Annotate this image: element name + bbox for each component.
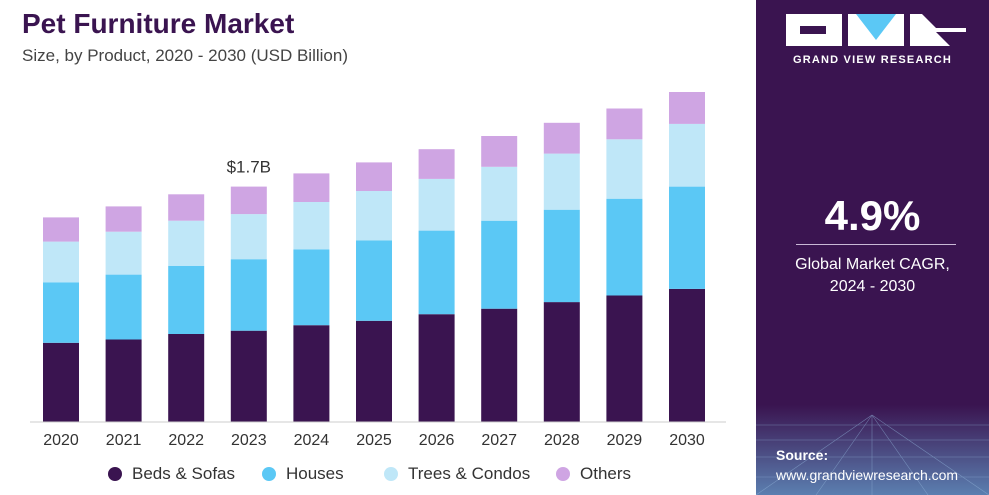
- bar-2026-trees-condos: [418, 178, 455, 231]
- bar-2021-beds-sofas: [105, 339, 142, 422]
- cagr-divider: [796, 244, 956, 245]
- bar-2021-houses: [105, 274, 142, 340]
- legend-label-others: Others: [580, 464, 632, 483]
- bar-2028-beds-sofas: [543, 302, 580, 422]
- annotation-2023: $1.7B: [227, 158, 271, 177]
- source-url: www.grandviewresearch.com: [776, 467, 959, 483]
- cagr-label: Global Market CAGR, 2024 - 2030: [756, 254, 989, 298]
- bar-2026-houses: [418, 230, 455, 315]
- bar-2030-houses: [669, 186, 705, 289]
- bar-2030-beds-sofas: [669, 288, 705, 422]
- x-tick-2022: 2022: [168, 432, 204, 449]
- bar-2022-others: [168, 194, 205, 221]
- bar-2025-beds-sofas: [356, 320, 392, 422]
- chart-legend: Beds & Sofas Houses Trees & Condos Others: [0, 462, 756, 486]
- source-label: Source:: [776, 447, 829, 463]
- bar-2024-others: [293, 173, 330, 202]
- cagr-label-line2: 2024 - 2030: [829, 278, 916, 295]
- x-tick-2024: 2024: [294, 432, 330, 449]
- chart-area: Pet Furniture Market Size, by Product, 2…: [0, 8, 756, 486]
- bar-2028-trees-condos: [543, 153, 580, 210]
- bar-2025-trees-condos: [356, 191, 392, 241]
- bar-2021-others: [105, 206, 142, 232]
- legend-label-houses: Houses: [286, 464, 344, 483]
- bar-2024-beds-sofas: [293, 325, 330, 422]
- cagr-label-line1: Global Market CAGR,: [795, 256, 950, 273]
- bar-2025-others: [356, 162, 392, 191]
- bar-chart: 2020 2021 2022 2023 $1.7B 2024 2025 2026 2027 202…: [30, 92, 726, 449]
- bar-2030-others: [669, 92, 705, 124]
- legend-swatch-beds-sofas: [108, 467, 122, 481]
- grand-view-research-logo: [786, 14, 966, 46]
- cagr-value: 4.9%: [824, 192, 921, 239]
- bar-2023-beds-sofas: [230, 330, 267, 422]
- bar-2029-houses: [606, 198, 643, 296]
- bar-2030-trees-condos: [669, 123, 705, 187]
- x-tick-2025: 2025: [356, 432, 392, 449]
- bar-2023-others: [230, 186, 267, 215]
- bar-2024-trees-condos: [293, 202, 330, 250]
- legend-item-trees-condos: Trees & Condos: [384, 462, 530, 486]
- bar-2029-others: [606, 108, 643, 140]
- bar-2020-others: [43, 217, 79, 242]
- bar-2020-houses: [43, 282, 79, 343]
- bar-2020-trees-condos: [43, 241, 79, 283]
- x-tick-2026: 2026: [419, 432, 455, 449]
- bar-2022-beds-sofas: [168, 334, 205, 422]
- x-tick-2023: 2023: [231, 432, 267, 449]
- legend-swatch-houses: [262, 467, 276, 481]
- bar-2023-trees-condos: [230, 214, 267, 260]
- bar-2021-trees-condos: [105, 231, 142, 275]
- bar-2026-beds-sofas: [418, 314, 455, 422]
- bar-2020-beds-sofas: [43, 342, 79, 422]
- legend-label-beds-sofas: Beds & Sofas: [132, 464, 236, 483]
- x-tick-2029: 2029: [607, 432, 643, 449]
- legend-swatch-others: [556, 467, 570, 481]
- chart-title: Pet Furniture Market: [22, 8, 295, 39]
- bar-2028-houses: [543, 209, 580, 303]
- bar-2024-houses: [293, 249, 330, 326]
- bar-2029-beds-sofas: [606, 295, 643, 422]
- x-tick-2030: 2030: [669, 432, 705, 449]
- bar-2022-trees-condos: [168, 220, 205, 266]
- bar-2025-houses: [356, 240, 392, 321]
- info-panel: GRAND VIEW RESEARCH 4.9% Global Market C…: [756, 0, 989, 495]
- bar-2027-houses: [481, 220, 518, 309]
- x-tick-2021: 2021: [106, 432, 142, 449]
- x-tick-2027: 2027: [481, 432, 517, 449]
- bar-2027-trees-condos: [481, 166, 518, 221]
- source-background-graphic: [756, 405, 989, 495]
- legend-label-trees-condos: Trees & Condos: [408, 464, 531, 483]
- legend-item-houses: Houses: [262, 462, 344, 486]
- bar-2026-others: [418, 149, 455, 179]
- bar-2027-beds-sofas: [481, 308, 518, 422]
- bar-2022-houses: [168, 265, 205, 334]
- bar-2029-trees-condos: [606, 139, 643, 199]
- legend-item-beds-sofas: Beds & Sofas: [108, 462, 235, 486]
- bar-2023-houses: [230, 259, 267, 331]
- brand-name: GRAND VIEW RESEARCH: [792, 54, 953, 66]
- bar-2027-others: [481, 136, 518, 167]
- chart-subtitle: Size, by Product, 2020 - 2030 (USD Billi…: [22, 46, 348, 65]
- legend-swatch-trees-condos: [384, 467, 398, 481]
- x-tick-2020: 2020: [43, 432, 79, 449]
- bar-2028-others: [543, 122, 580, 154]
- x-tick-2028: 2028: [544, 432, 580, 449]
- legend-item-others: Others: [556, 462, 631, 486]
